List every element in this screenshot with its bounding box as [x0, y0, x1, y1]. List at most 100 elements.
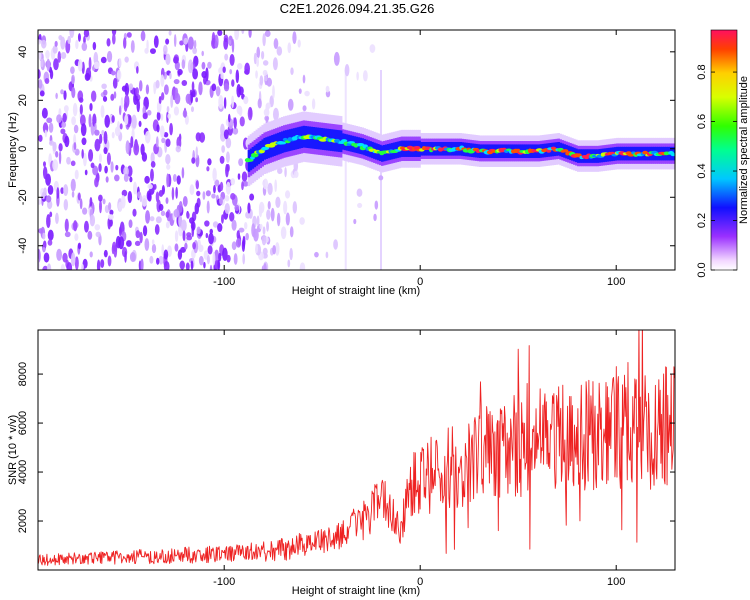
- noise-blob: [113, 244, 118, 258]
- noise-blob: [67, 35, 71, 45]
- noise-blob: [44, 78, 50, 85]
- noise-blob: [287, 98, 294, 111]
- noise-blob: [73, 124, 79, 134]
- noise-blob: [263, 263, 267, 270]
- noise-blob: [60, 128, 66, 135]
- noise-blob: [207, 245, 213, 255]
- noise-blob: [158, 190, 164, 197]
- noise-blob: [201, 61, 206, 70]
- noise-blob: [150, 152, 155, 164]
- noise-blob: [56, 248, 62, 261]
- noise-blob: [38, 79, 43, 89]
- noise-blob: [325, 251, 329, 259]
- noise-blob: [192, 241, 197, 250]
- x-tick-label: 0: [417, 576, 423, 588]
- noise-blob: [63, 184, 69, 197]
- noise-blob: [289, 226, 294, 238]
- noise-blob: [45, 195, 52, 203]
- noise-blob: [63, 198, 69, 211]
- noise-blob: [79, 104, 83, 115]
- noise-blob: [55, 151, 59, 158]
- noise-blob: [60, 51, 67, 59]
- noise-blob: [60, 36, 66, 50]
- noise-blob: [81, 137, 87, 146]
- noise-blob: [55, 212, 59, 225]
- noise-blob: [46, 117, 53, 124]
- noise-blob: [244, 62, 250, 75]
- noise-blob: [165, 221, 170, 229]
- noise-blob: [201, 71, 207, 79]
- noise-blob: [180, 219, 187, 232]
- noise-blob: [192, 68, 199, 80]
- noise-blob: [43, 252, 50, 263]
- noise-blob: [231, 241, 237, 251]
- noise-blob: [165, 138, 171, 147]
- noise-blob: [165, 53, 171, 66]
- noise-blob: [135, 230, 141, 239]
- noise-blob: [242, 181, 249, 187]
- noise-blob: [304, 90, 310, 97]
- noise-blob: [293, 170, 299, 179]
- noise-blob: [63, 90, 67, 101]
- noise-blob: [222, 66, 226, 73]
- noise-blob: [238, 158, 244, 167]
- y-tick-label: -20: [17, 189, 29, 205]
- noise-blob: [374, 200, 379, 210]
- noise-blob: [237, 63, 243, 70]
- noise-blob: [276, 46, 283, 56]
- noise-blob: [333, 239, 338, 250]
- noise-blob: [73, 142, 77, 151]
- noise-blob: [266, 209, 271, 220]
- noise-blob: [272, 244, 276, 255]
- spectrogram-frame: [37, 29, 676, 271]
- noise-blob: [102, 96, 108, 102]
- noise-blob: [225, 137, 232, 149]
- noise-blob: [133, 93, 138, 105]
- noise-blob: [225, 151, 230, 163]
- noise-blob: [217, 222, 223, 233]
- noise-blob: [218, 252, 222, 262]
- noise-blob: [163, 44, 168, 55]
- noise-blob: [184, 242, 188, 250]
- noise-blob: [198, 81, 203, 96]
- noise-blob: [229, 212, 235, 222]
- noise-blob: [177, 68, 183, 76]
- noise-blob: [182, 230, 186, 242]
- noise-blob: [270, 207, 275, 222]
- noise-blob: [46, 263, 52, 270]
- snr-xlabel: Height of straight line (km): [292, 585, 420, 597]
- noise-blob: [134, 240, 141, 247]
- noise-blob: [99, 199, 102, 214]
- noise-blob: [353, 218, 357, 225]
- noise-blob: [263, 108, 270, 117]
- noise-blob: [171, 187, 175, 201]
- y-tick-label: 2000: [17, 509, 29, 533]
- noise-blob: [195, 97, 198, 103]
- noise-blob: [70, 66, 75, 75]
- noise-blob: [95, 231, 101, 238]
- noise-blob: [261, 234, 267, 246]
- noise-blob: [211, 83, 217, 92]
- noise-blob: [144, 238, 150, 251]
- noise-blob: [197, 239, 201, 250]
- noise-blob: [87, 230, 93, 240]
- noise-blob: [103, 89, 108, 96]
- noise-blob: [121, 189, 128, 197]
- noise-blob: [369, 44, 376, 53]
- noise-blob: [77, 242, 82, 250]
- noise-blob: [189, 184, 195, 196]
- noise-blob: [224, 195, 230, 202]
- colorbar-tick-label: 0.8: [696, 64, 708, 79]
- noise-blob: [266, 77, 273, 87]
- noise-blob: [258, 205, 263, 218]
- noise-blob: [118, 57, 122, 68]
- snr-line: [38, 330, 675, 566]
- signal-peak: [642, 150, 649, 155]
- noise-blob: [181, 80, 188, 87]
- noise-blob: [239, 116, 245, 127]
- noise-blob: [211, 193, 216, 199]
- noise-blob: [163, 84, 169, 95]
- noise-blob: [96, 259, 101, 270]
- noise-blob: [226, 164, 230, 172]
- noise-blob: [182, 195, 188, 207]
